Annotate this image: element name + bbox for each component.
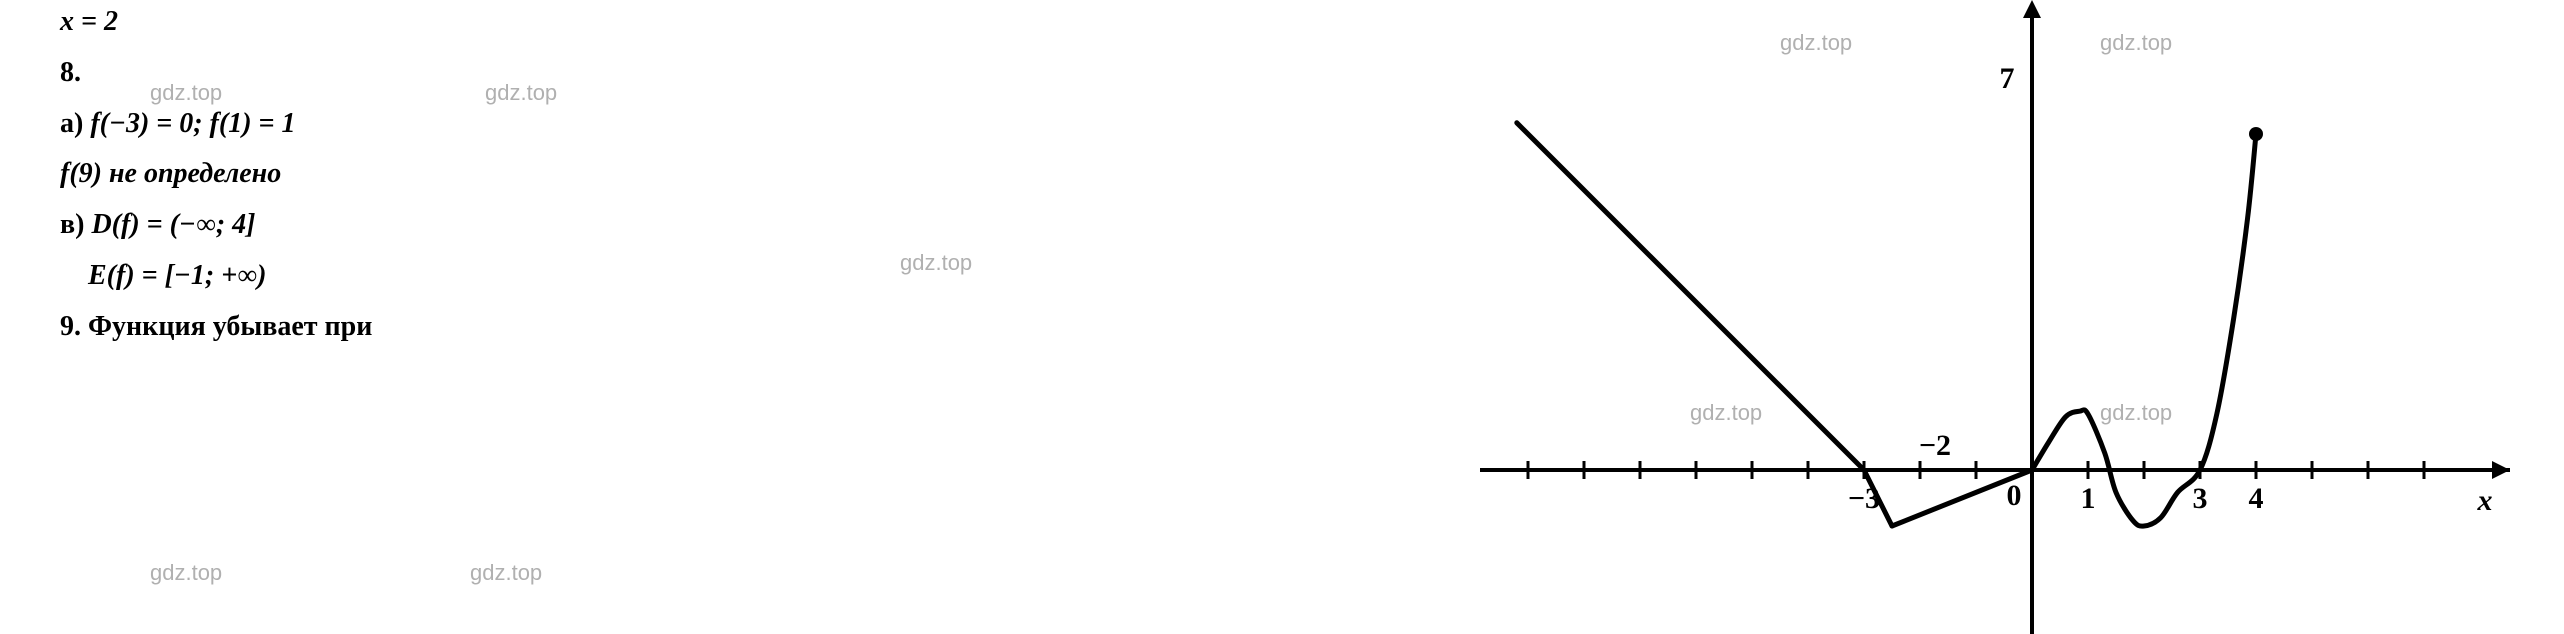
domain-expression: D(f) = (−∞; 4] [91,209,255,240]
math-text-block: x = 2 8. а) f(−3) = 0; f(1) = 1 f(9) не … [60,0,1060,356]
problem-8-number: 8. [60,57,81,88]
svg-text:0: 0 [2007,479,2022,512]
svg-text:4: 4 [2249,482,2264,515]
watermark: gdz.top [150,80,222,106]
watermark: gdz.top [150,560,222,586]
problem-9-text: 9. Функция убывает при [60,311,372,342]
part-v-label: в) [60,209,91,240]
watermark: gdz.top [470,560,542,586]
function-graph: 7−3−20134x [1480,0,2560,634]
svg-text:1: 1 [2081,482,2096,515]
svg-text:x: x [2477,484,2493,517]
watermark: gdz.top [485,80,557,106]
part-a-expression: f(−3) = 0; f(1) = 1 [90,108,295,139]
svg-text:3: 3 [2193,482,2208,515]
svg-text:−2: −2 [1919,429,1951,462]
part-a-label: а) [60,108,90,139]
f9-undefined: f(9) не определено [60,152,1060,197]
line-x-equals-2: x = 2 [60,0,1060,45]
watermark: gdz.top [900,250,972,276]
svg-text:7: 7 [2000,62,2015,95]
